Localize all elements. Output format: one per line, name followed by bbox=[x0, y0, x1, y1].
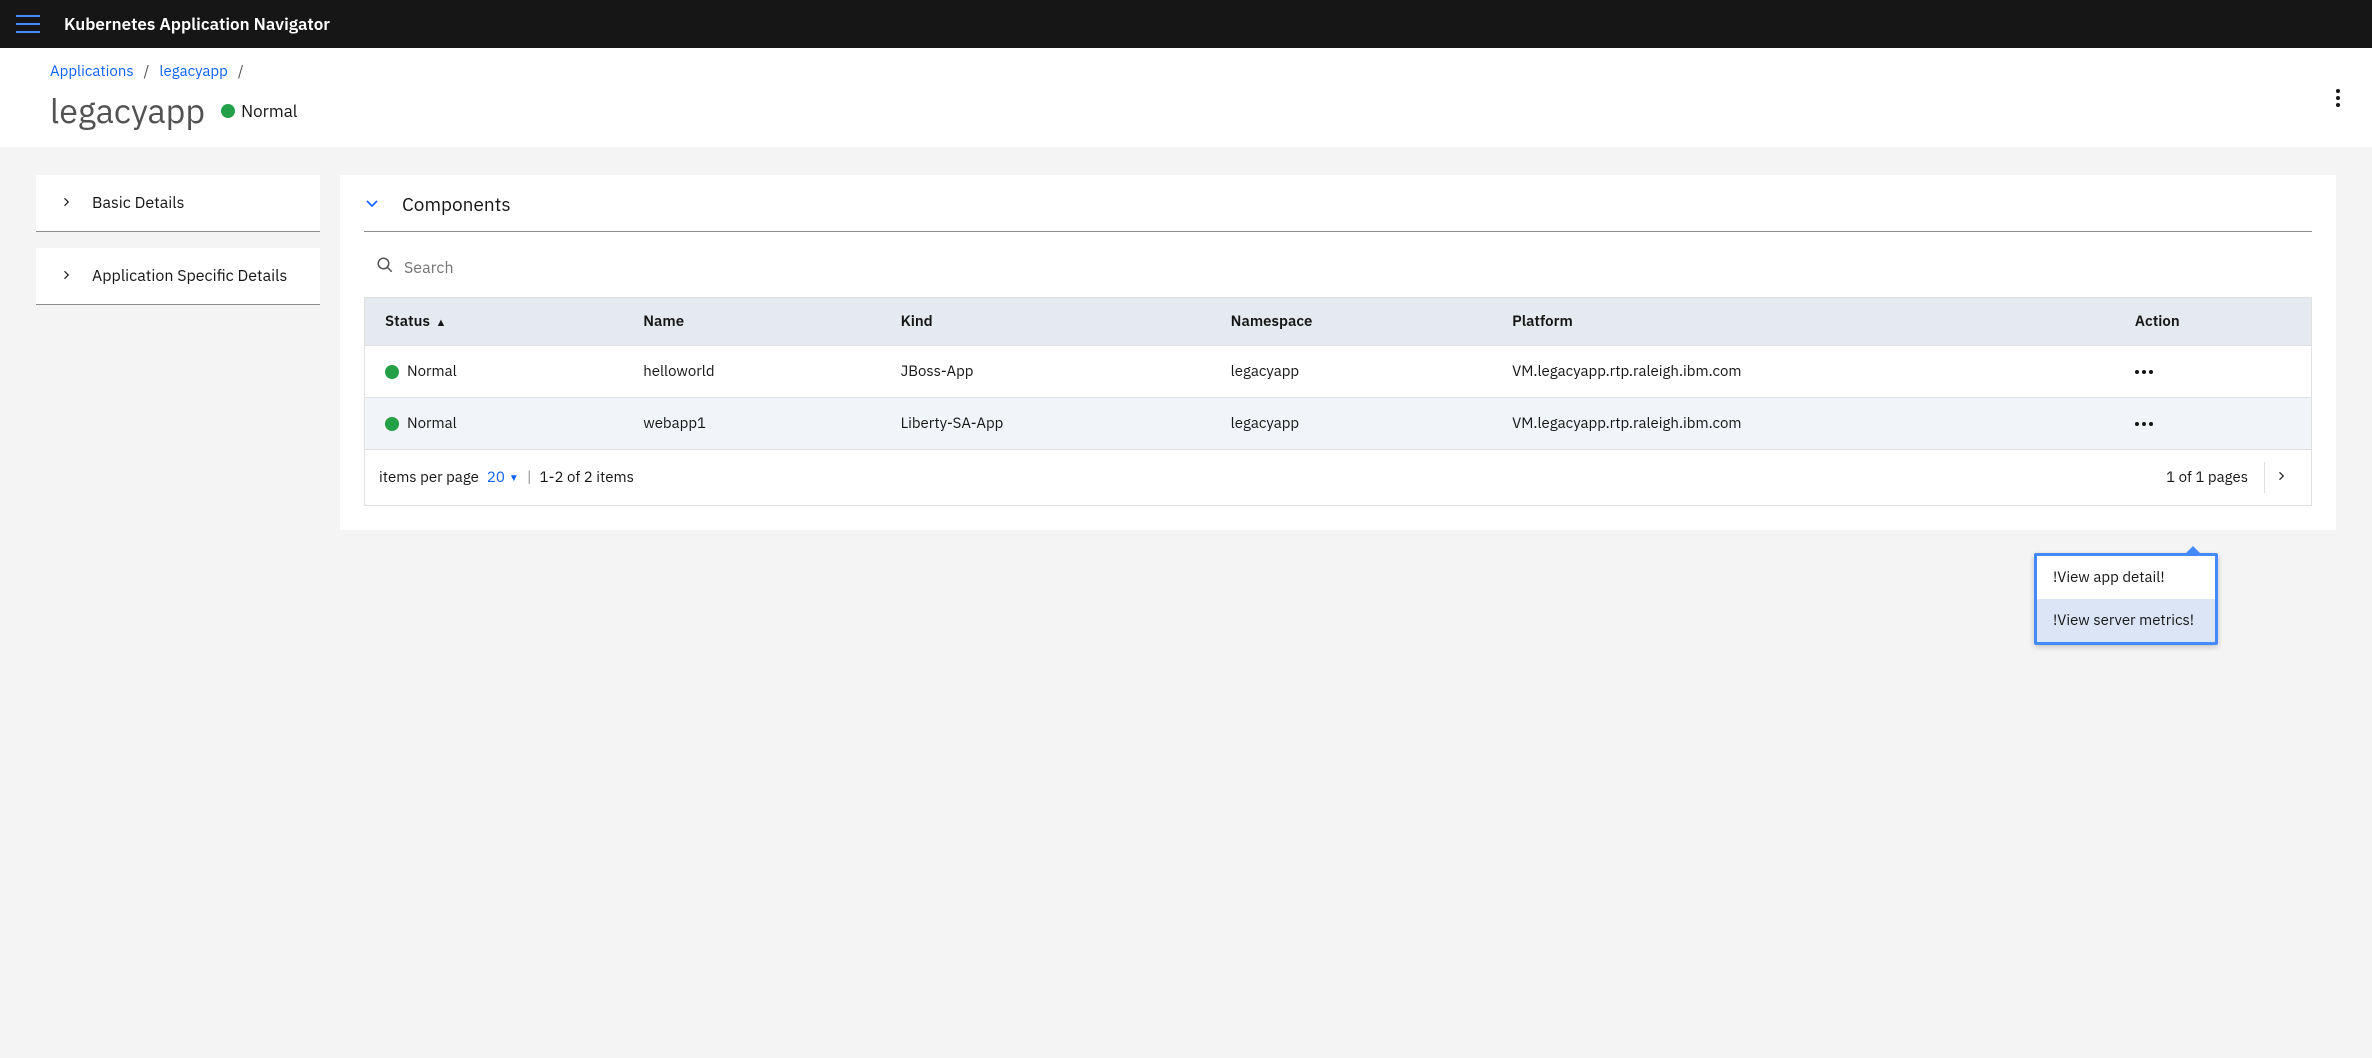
row-action-menu[interactable] bbox=[2135, 422, 2291, 426]
sidebar-item-app-specific-details[interactable]: Application Specific Details bbox=[36, 248, 320, 305]
next-page-button[interactable] bbox=[2264, 462, 2297, 493]
cell-namespace: legacyapp bbox=[1211, 398, 1492, 450]
cell-namespace: legacyapp bbox=[1211, 346, 1492, 398]
app-title: Kubernetes Application Navigator bbox=[64, 13, 330, 35]
page-title: legacyapp bbox=[50, 89, 205, 133]
col-action: Action bbox=[2115, 298, 2311, 346]
components-panel: Components Status ▲ Name Kind Namespace … bbox=[340, 175, 2336, 530]
breadcrumb-separator: / bbox=[238, 62, 244, 81]
popup-item-view-server-metrics[interactable]: !View server metrics! bbox=[2037, 599, 2215, 642]
details-sidebar: Basic Details Application Specific Detai… bbox=[36, 175, 320, 530]
range-text: 1-2 of 2 items bbox=[540, 468, 634, 487]
chevron-right-icon bbox=[60, 267, 72, 285]
table-header-row: Status ▲ Name Kind Namespace Platform Ac… bbox=[365, 298, 2311, 346]
sidebar-item-basic-details[interactable]: Basic Details bbox=[36, 175, 320, 232]
app-header: Kubernetes Application Navigator bbox=[0, 0, 2372, 48]
cell-name: webapp1 bbox=[623, 398, 880, 450]
table-container: Status ▲ Name Kind Namespace Platform Ac… bbox=[364, 297, 2312, 506]
cell-kind: Liberty-SA-App bbox=[881, 398, 1211, 450]
breadcrumb-link-legacyapp[interactable]: legacyapp bbox=[159, 62, 227, 81]
cell-status: Normal bbox=[365, 346, 623, 398]
cell-action bbox=[2115, 346, 2311, 398]
status-dot-icon bbox=[385, 417, 399, 431]
pagination-bar: items per page 20 ▼ | 1-2 of 2 items 1 o… bbox=[365, 449, 2311, 505]
pagination-left: items per page 20 ▼ | 1-2 of 2 items bbox=[379, 468, 634, 487]
status-dot-icon bbox=[385, 365, 399, 379]
components-table: Status ▲ Name Kind Namespace Platform Ac… bbox=[365, 298, 2311, 449]
cell-status: Normal bbox=[365, 398, 623, 450]
col-platform[interactable]: Platform bbox=[1492, 298, 2115, 346]
table-row: Normal webapp1 Liberty-SA-App legacyapp … bbox=[365, 398, 2311, 450]
sidebar-item-label: Basic Details bbox=[92, 193, 184, 213]
caret-down-icon: ▼ bbox=[509, 471, 519, 484]
col-status[interactable]: Status ▲ bbox=[365, 298, 623, 346]
page-kebab-menu[interactable] bbox=[2328, 81, 2348, 115]
cell-kind: JBoss-App bbox=[881, 346, 1211, 398]
chevron-down-icon bbox=[364, 195, 380, 216]
content-area: Basic Details Application Specific Detai… bbox=[0, 147, 2372, 558]
page-size-selector[interactable]: 20 ▼ bbox=[487, 468, 519, 487]
page-title-row: legacyapp Normal bbox=[50, 89, 2322, 133]
page-status-label: Normal bbox=[241, 100, 297, 122]
table-row: Normal helloworld JBoss-App legacyapp VM… bbox=[365, 346, 2311, 398]
col-namespace[interactable]: Namespace bbox=[1211, 298, 1492, 346]
sort-asc-icon: ▲ bbox=[436, 316, 447, 330]
status-dot-icon bbox=[221, 104, 235, 118]
breadcrumb-separator: / bbox=[144, 62, 150, 81]
pagination-separator: | bbox=[527, 468, 532, 487]
col-name[interactable]: Name bbox=[623, 298, 880, 346]
panel-header[interactable]: Components bbox=[364, 193, 2312, 232]
cell-name: helloworld bbox=[623, 346, 880, 398]
search-row bbox=[364, 232, 2312, 297]
breadcrumb-link-applications[interactable]: Applications bbox=[50, 62, 134, 81]
cell-platform: VM.legacyapp.rtp.raleigh.ibm.com bbox=[1492, 346, 2115, 398]
page-subheader: Applications / legacyapp / legacyapp Nor… bbox=[0, 48, 2372, 147]
row-action-menu[interactable] bbox=[2135, 370, 2291, 374]
search-icon bbox=[376, 256, 394, 279]
panel-title: Components bbox=[402, 193, 511, 217]
breadcrumb: Applications / legacyapp / bbox=[50, 62, 2322, 81]
cell-platform: VM.legacyapp.rtp.raleigh.ibm.com bbox=[1492, 398, 2115, 450]
col-kind[interactable]: Kind bbox=[881, 298, 1211, 346]
page-info: 1 of 1 pages bbox=[2166, 468, 2248, 487]
chevron-right-icon bbox=[60, 194, 72, 212]
action-popup-menu: !View app detail! !View server metrics! bbox=[2034, 553, 2218, 645]
popup-item-view-app-detail[interactable]: !View app detail! bbox=[2037, 556, 2215, 599]
sidebar-item-label: Application Specific Details bbox=[92, 266, 287, 286]
pagination-right: 1 of 1 pages bbox=[2166, 462, 2297, 493]
items-per-page-label: items per page bbox=[379, 468, 479, 487]
hamburger-menu-icon[interactable] bbox=[16, 15, 40, 33]
search-input[interactable] bbox=[404, 258, 604, 278]
cell-action bbox=[2115, 398, 2311, 450]
